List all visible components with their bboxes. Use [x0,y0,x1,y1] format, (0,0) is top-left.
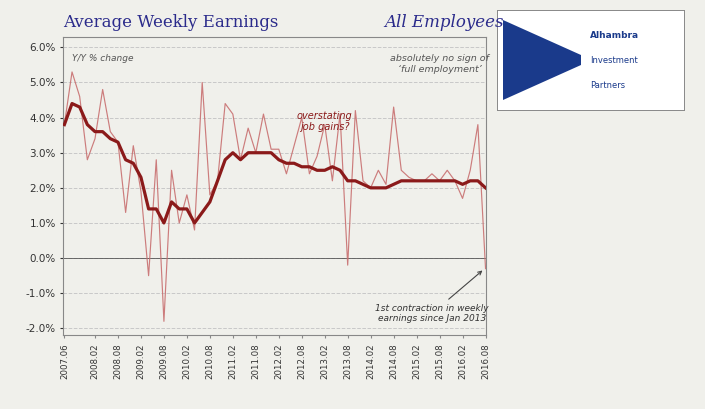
Text: Average Weekly Earnings: Average Weekly Earnings [63,14,284,31]
Bar [503,20,581,100]
Text: Alhambra: Alhambra [591,31,639,40]
Text: Average Weekly Earnings All Employees: Average Weekly Earnings All Employees [0,408,1,409]
Polygon shape [503,20,581,55]
Text: 1st contraction in weekly
earnings since Jan 2013: 1st contraction in weekly earnings since… [375,271,489,323]
Polygon shape [503,65,581,100]
Text: Y/Y % change: Y/Y % change [72,54,133,63]
Text: Partners: Partners [591,81,625,90]
Text: overstating
job gains?: overstating job gains? [297,110,352,132]
Text: absolutely no sign of
‘full employment’: absolutely no sign of ‘full employment’ [390,54,489,74]
Text: All Employees: All Employees [384,14,504,31]
Text: Investment: Investment [591,56,638,65]
